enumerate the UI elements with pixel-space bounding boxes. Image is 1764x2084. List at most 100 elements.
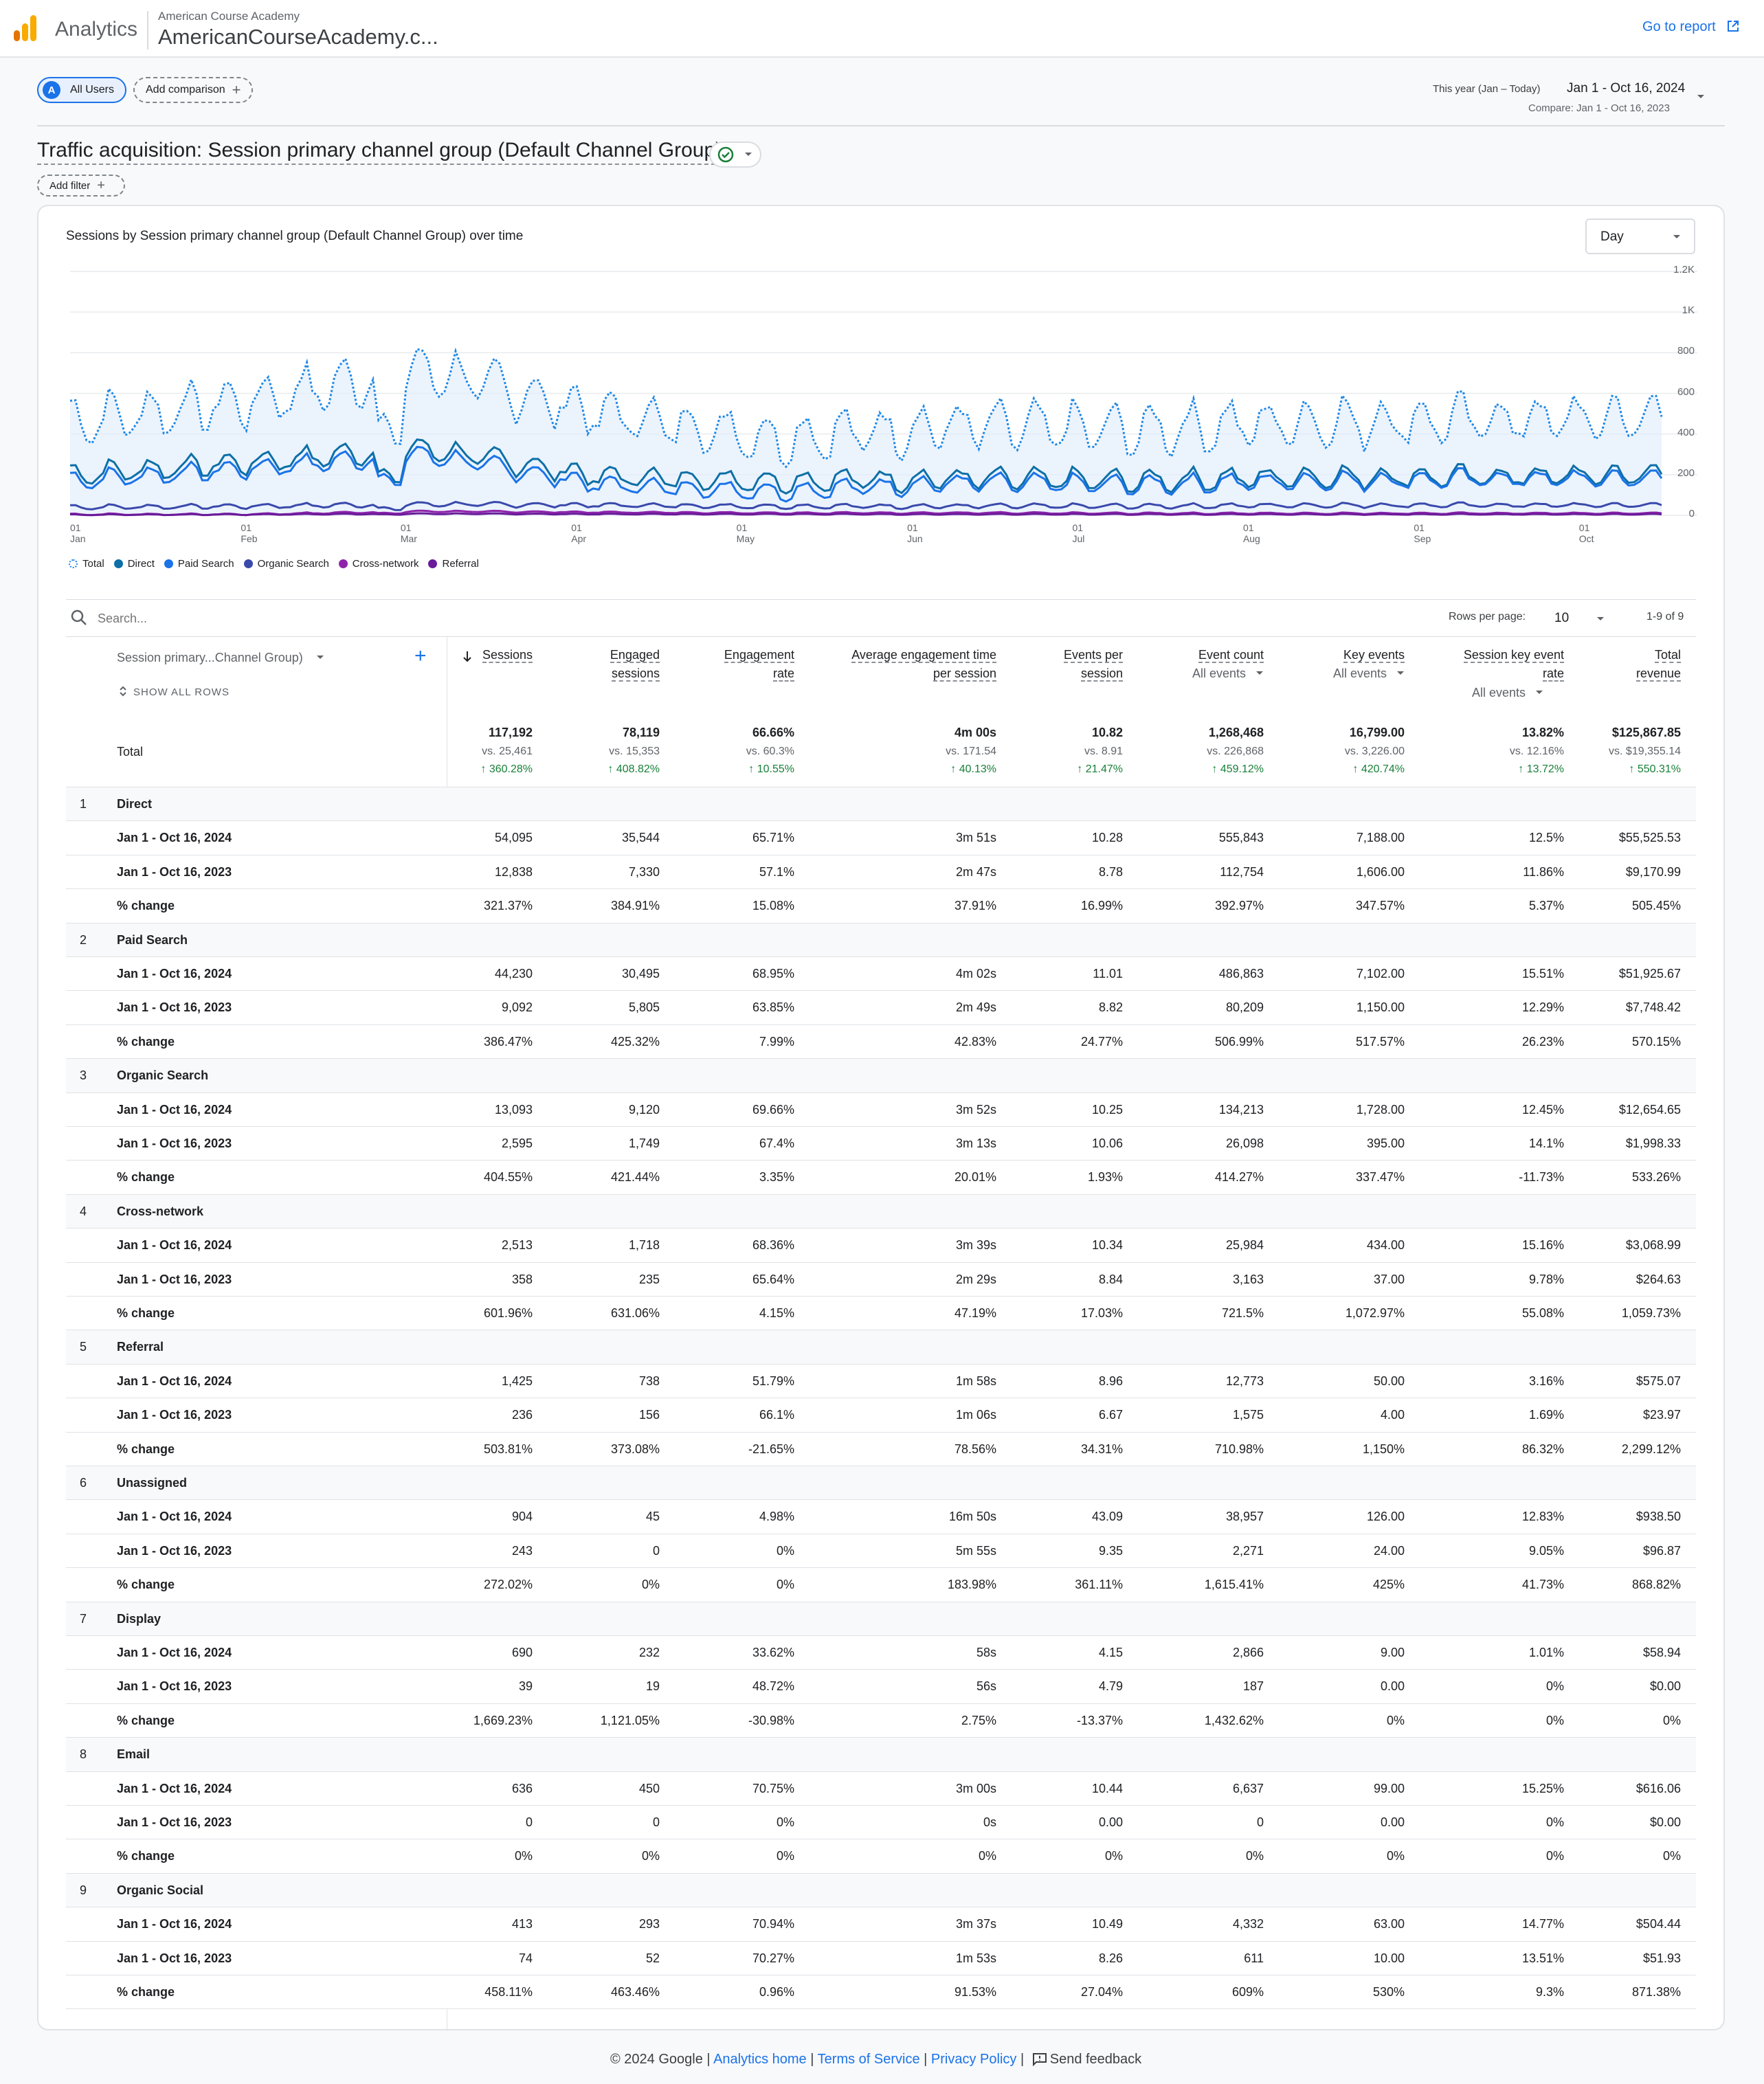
legend-item[interactable]: Cross-network [338, 558, 418, 570]
period-label: Jan 1 - Oct 16, 2023 [117, 1815, 232, 1829]
table-cell: 321.37% [483, 899, 533, 913]
segment-all-users[interactable]: A All Users [37, 77, 126, 103]
table-cell: 26,098 [1225, 1136, 1264, 1150]
send-feedback-button[interactable]: Send feedback [1028, 2052, 1141, 2067]
table-cell: 232 [638, 1646, 660, 1659]
table-cell: 1,718 [628, 1238, 660, 1253]
legend-item[interactable]: Total [69, 558, 104, 570]
table-cell: 63.85% [752, 1000, 794, 1015]
table-cell: 4.00 [1380, 1408, 1405, 1422]
channel-group-row[interactable]: 6 Unassigned [66, 1466, 1696, 1501]
channel-group-row[interactable]: 7 Display [66, 1602, 1696, 1636]
column-header[interactable]: Engaged sessions [440, 646, 660, 683]
column-header[interactable]: Session key event rate All events [1344, 646, 1564, 702]
channel-name: Organic Search [117, 1068, 209, 1083]
legend-item[interactable]: Direct [113, 558, 155, 570]
terms-link[interactable]: Terms of Service [817, 2052, 920, 2067]
report-status-button[interactable] [709, 142, 761, 168]
period-label: % change [117, 1713, 175, 1727]
add-dimension-button[interactable]: + [414, 645, 427, 667]
total-value: 16,799.00 [1349, 726, 1405, 739]
channel-group-row[interactable]: 1 Direct [66, 787, 1696, 822]
period-label: Jan 1 - Oct 16, 2024 [117, 1781, 232, 1795]
add-comparison-label: Add comparison [146, 84, 225, 96]
column-header[interactable]: Sessions [313, 646, 533, 664]
legend-swatch [69, 559, 78, 568]
table-cell: $0.00 [1649, 1679, 1681, 1694]
plus-icon: + [97, 177, 105, 193]
table-cell: 1,432.62% [1204, 1713, 1264, 1727]
sort-descending-icon[interactable] [462, 650, 473, 664]
segment-label: All Users [70, 84, 115, 96]
channel-group-row[interactable]: 2 Paid Search [66, 923, 1696, 957]
table-cell: 413 [511, 1917, 533, 1931]
column-header[interactable]: Average engagement time per session [777, 646, 996, 683]
report-title[interactable]: Traffic acquisition: Session primary cha… [37, 139, 723, 165]
table-row: Jan 1 - Oct 16, 2024 1,425 738 51.79% 1m 58s… [66, 1364, 1696, 1399]
event-filter-select[interactable]: All events [1044, 664, 1264, 683]
table-cell: -11.73% [1519, 1170, 1564, 1185]
x-tick-month: May [736, 533, 755, 544]
column-header[interactable]: Key events All events [1185, 646, 1405, 683]
channel-group-row[interactable]: 8 Email [66, 1738, 1696, 1772]
channel-group-row[interactable]: 5 Referral [66, 1330, 1696, 1365]
legend-item[interactable]: Referral [428, 558, 479, 570]
show-all-rows-button[interactable]: SHOW ALL ROWS [118, 684, 230, 698]
go-to-report-link[interactable]: Go to report [1642, 19, 1740, 35]
channel-group-row[interactable]: 9 Organic Social [66, 1873, 1696, 1908]
table-cell: 25,984 [1225, 1238, 1264, 1253]
column-header[interactable]: Event count All events [1044, 646, 1264, 683]
property-name[interactable]: AmericanCourseAcademy.c... [158, 25, 438, 49]
x-tick-label: 01 Feb [241, 522, 257, 544]
table-cell: 506.99% [1214, 1034, 1264, 1049]
table-cell: 15.16% [1521, 1238, 1564, 1253]
add-comparison-button[interactable]: Add comparison + [133, 77, 253, 103]
table-search-input[interactable] [98, 609, 510, 628]
table-cell: 66.1% [759, 1408, 794, 1422]
column-header-line1: Events per [1063, 648, 1123, 663]
event-filter-select[interactable]: All events [1344, 684, 1543, 702]
event-filter-select[interactable]: All events [1185, 664, 1405, 683]
column-header-line2: session [1080, 666, 1123, 682]
rows-per-page-select[interactable]: 10 [1550, 607, 1619, 629]
search-icon [71, 609, 87, 625]
legend-item[interactable]: Paid Search [164, 558, 234, 570]
column-header-line1: Average engagement time [851, 648, 996, 663]
account-name[interactable]: American Course Academy [158, 10, 300, 23]
total-value: 4m 00s [954, 726, 996, 739]
channel-name: Referral [117, 1340, 164, 1354]
legend-item[interactable]: Organic Search [243, 558, 329, 570]
total-cell: 78,119 vs. 15,353 ↑ 408.82% [509, 726, 660, 776]
table-cell: 14.77% [1521, 1917, 1564, 1931]
table-cell: 0 [652, 1543, 660, 1558]
column-header[interactable]: Events per session [903, 646, 1123, 683]
table-cell: 1,150.00 [1356, 1000, 1405, 1015]
legend-swatch [243, 559, 253, 568]
add-filter-label: Add filter [49, 179, 91, 192]
table-cell: 41.73% [1521, 1578, 1564, 1592]
chevron-down-icon [745, 153, 752, 156]
total-area-fill [70, 349, 1662, 515]
channel-group-row[interactable]: 4 Cross-network [66, 1194, 1696, 1229]
table-cell: 404.55% [483, 1170, 533, 1185]
x-tick-month: Aug [1242, 533, 1260, 544]
column-header[interactable]: Total revenue [1461, 646, 1681, 683]
table-cell: 70.94% [752, 1917, 794, 1931]
x-tick-day: 01 [907, 522, 918, 533]
table-cell: 9,120 [628, 1102, 660, 1117]
total-cell: 4m 00s vs. 171.54 ↑ 40.13% [845, 726, 996, 776]
add-filter-button[interactable]: Add filter + [37, 175, 125, 197]
date-range-picker[interactable]: This year (Jan – Today) Jan 1 - Oct 16, … [1429, 77, 1704, 118]
legend-swatch [113, 559, 123, 568]
column-header[interactable]: Engagement rate [574, 646, 794, 683]
table-cell: 8.26 [1098, 1951, 1123, 1965]
chevron-down-icon [1673, 235, 1680, 238]
channel-group-row[interactable]: 3 Organic Search [66, 1059, 1696, 1093]
granularity-select[interactable]: Day [1585, 219, 1695, 254]
analytics-home-link[interactable]: Analytics home [713, 2052, 807, 2067]
dimension-select[interactable]: Session primary...Channel Group) [117, 651, 324, 665]
footer-separator: | [810, 2052, 814, 2067]
table-cell: 4.15% [759, 1306, 794, 1320]
period-label: Jan 1 - Oct 16, 2024 [117, 1102, 232, 1117]
privacy-link[interactable]: Privacy Policy [930, 2052, 1017, 2067]
